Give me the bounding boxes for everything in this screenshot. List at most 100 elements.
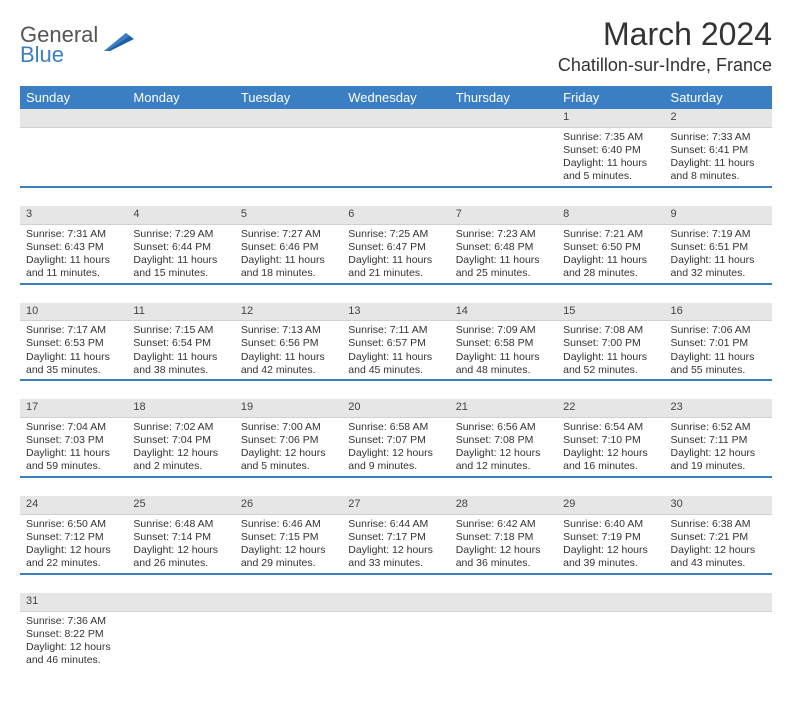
daylight-text: Daylight: 12 hours and 2 minutes. (133, 447, 228, 473)
sunset-text: Sunset: 7:03 PM (26, 434, 121, 447)
day-number: 30 (665, 496, 772, 514)
daylight-text: Daylight: 11 hours and 11 minutes. (26, 254, 121, 280)
sunrise-text: Sunrise: 7:13 AM (241, 324, 336, 337)
daylight-text: Daylight: 11 hours and 25 minutes. (456, 254, 551, 280)
sunrise-text: Sunrise: 7:11 AM (348, 324, 443, 337)
day-cell (127, 611, 234, 690)
sunset-text: Sunset: 6:43 PM (26, 241, 121, 254)
sunrise-text: Sunrise: 6:50 AM (26, 518, 121, 531)
day-cell: Sunrise: 6:44 AMSunset: 7:17 PMDaylight:… (342, 514, 449, 593)
day-cell: Sunrise: 6:58 AMSunset: 7:07 PMDaylight:… (342, 418, 449, 497)
day-cell (342, 611, 449, 690)
sunset-text: Sunset: 6:46 PM (241, 241, 336, 254)
sunset-text: Sunset: 6:50 PM (563, 241, 658, 254)
day-number: 17 (20, 399, 127, 417)
daylight-text: Daylight: 12 hours and 5 minutes. (241, 447, 336, 473)
daylight-text: Daylight: 12 hours and 9 minutes. (348, 447, 443, 473)
day-cell (450, 127, 557, 206)
sunrise-text: Sunrise: 7:25 AM (348, 228, 443, 241)
sunset-text: Sunset: 7:14 PM (133, 531, 228, 544)
daylight-text: Daylight: 12 hours and 16 minutes. (563, 447, 658, 473)
day-cell: Sunrise: 7:23 AMSunset: 6:48 PMDaylight:… (450, 224, 557, 303)
location-label: Chatillon-sur-Indre, France (558, 55, 772, 76)
header: General Blue March 2024 Chatillon-sur-In… (20, 16, 772, 76)
day-number: 23 (665, 399, 772, 417)
sunrise-text: Sunrise: 6:52 AM (671, 421, 766, 434)
sunrise-text: Sunrise: 7:04 AM (26, 421, 121, 434)
sunset-text: Sunset: 7:17 PM (348, 531, 443, 544)
sunset-text: Sunset: 6:47 PM (348, 241, 443, 254)
daylight-text: Daylight: 11 hours and 21 minutes. (348, 254, 443, 280)
sunset-text: Sunset: 7:04 PM (133, 434, 228, 447)
sunset-text: Sunset: 7:15 PM (241, 531, 336, 544)
day-cell: Sunrise: 6:56 AMSunset: 7:08 PMDaylight:… (450, 418, 557, 497)
day-number-row: 17181920212223 (20, 399, 772, 417)
day-cell: Sunrise: 6:54 AMSunset: 7:10 PMDaylight:… (557, 418, 664, 497)
day-number: 4 (127, 206, 234, 224)
day-cell: Sunrise: 6:46 AMSunset: 7:15 PMDaylight:… (235, 514, 342, 593)
sunrise-text: Sunrise: 7:35 AM (563, 131, 658, 144)
day-number: 9 (665, 206, 772, 224)
daylight-text: Daylight: 12 hours and 29 minutes. (241, 544, 336, 570)
day-cell: Sunrise: 6:52 AMSunset: 7:11 PMDaylight:… (665, 418, 772, 497)
day-number: 2 (665, 109, 772, 127)
sunset-text: Sunset: 6:40 PM (563, 144, 658, 157)
day-cell: Sunrise: 7:27 AMSunset: 6:46 PMDaylight:… (235, 224, 342, 303)
daylight-text: Daylight: 12 hours and 12 minutes. (456, 447, 551, 473)
daylight-text: Daylight: 11 hours and 8 minutes. (671, 157, 766, 183)
day-cell: Sunrise: 6:48 AMSunset: 7:14 PMDaylight:… (127, 514, 234, 593)
sunrise-text: Sunrise: 6:38 AM (671, 518, 766, 531)
day-number (127, 109, 234, 127)
day-number: 11 (127, 303, 234, 321)
calendar-table: SundayMondayTuesdayWednesdayThursdayFrid… (20, 86, 772, 690)
weekday-header: Wednesday (342, 86, 449, 109)
sunset-text: Sunset: 6:51 PM (671, 241, 766, 254)
day-cell (127, 127, 234, 206)
title-block: March 2024 Chatillon-sur-Indre, France (558, 16, 772, 76)
day-cell: Sunrise: 7:08 AMSunset: 7:00 PMDaylight:… (557, 321, 664, 400)
sunset-text: Sunset: 6:44 PM (133, 241, 228, 254)
daylight-text: Daylight: 12 hours and 36 minutes. (456, 544, 551, 570)
sunrise-text: Sunrise: 6:44 AM (348, 518, 443, 531)
day-cell: Sunrise: 7:13 AMSunset: 6:56 PMDaylight:… (235, 321, 342, 400)
day-content-row: Sunrise: 7:35 AMSunset: 6:40 PM Daylight:… (20, 127, 772, 206)
sunrise-text: Sunrise: 7:00 AM (241, 421, 336, 434)
sunrise-text: Sunrise: 6:46 AM (241, 518, 336, 531)
sunset-text: Sunset: 7:18 PM (456, 531, 551, 544)
day-cell: Sunrise: 7:15 AMSunset: 6:54 PMDaylight:… (127, 321, 234, 400)
sunrise-text: Sunrise: 7:17 AM (26, 324, 121, 337)
day-number: 21 (450, 399, 557, 417)
day-number-row: 12 (20, 109, 772, 127)
sunrise-text: Sunrise: 7:31 AM (26, 228, 121, 241)
brand-logo: General Blue (20, 24, 134, 66)
weekday-header: Sunday (20, 86, 127, 109)
day-cell: Sunrise: 7:31 AMSunset: 6:43 PMDaylight:… (20, 224, 127, 303)
daylight-text: Daylight: 12 hours and 19 minutes. (671, 447, 766, 473)
day-content-row: Sunrise: 7:31 AMSunset: 6:43 PMDaylight:… (20, 224, 772, 303)
day-number: 5 (235, 206, 342, 224)
day-cell: Sunrise: 7:19 AMSunset: 6:51 PMDaylight:… (665, 224, 772, 303)
day-number: 3 (20, 206, 127, 224)
daylight-text: Daylight: 11 hours and 59 minutes. (26, 447, 121, 473)
day-cell (342, 127, 449, 206)
sunset-text: Sunset: 7:12 PM (26, 531, 121, 544)
day-number: 7 (450, 206, 557, 224)
day-number: 12 (235, 303, 342, 321)
day-number: 14 (450, 303, 557, 321)
day-number: 19 (235, 399, 342, 417)
day-cell: Sunrise: 7:09 AMSunset: 6:58 PMDaylight:… (450, 321, 557, 400)
sunset-text: Sunset: 6:56 PM (241, 337, 336, 350)
day-cell: Sunrise: 7:29 AMSunset: 6:44 PMDaylight:… (127, 224, 234, 303)
day-cell: Sunrise: 7:33 AMSunset: 6:41 PMDaylight:… (665, 127, 772, 206)
day-number: 20 (342, 399, 449, 417)
sunset-text: Sunset: 7:01 PM (671, 337, 766, 350)
daylight-text: Daylight: 11 hours and 35 minutes. (26, 351, 121, 377)
day-number-row: 3456789 (20, 206, 772, 224)
month-title: March 2024 (558, 16, 772, 53)
daylight-text: Daylight: 11 hours and 48 minutes. (456, 351, 551, 377)
day-cell: Sunrise: 7:00 AMSunset: 7:06 PMDaylight:… (235, 418, 342, 497)
daylight-text: Daylight: 12 hours and 33 minutes. (348, 544, 443, 570)
day-number (342, 593, 449, 611)
weekday-header: Friday (557, 86, 664, 109)
daylight-text: Daylight: 12 hours and 22 minutes. (26, 544, 121, 570)
